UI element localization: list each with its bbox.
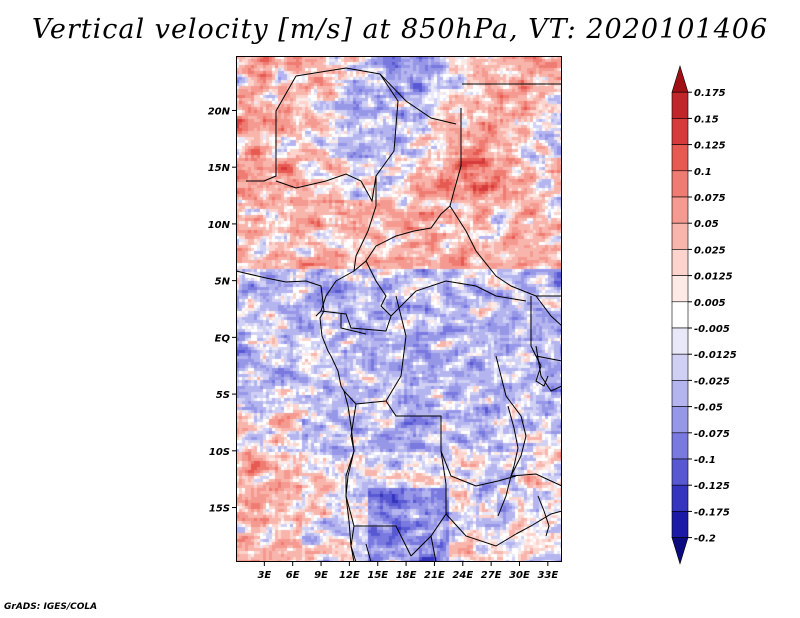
- colorbar-swatch: [671, 406, 689, 434]
- x-tick-label: 21E: [424, 570, 445, 581]
- colorbar-swatch: [671, 380, 689, 407]
- colorbar-label: -0.025: [694, 376, 730, 387]
- country-borders: [236, 67, 562, 562]
- x-tick-label: 6E: [286, 570, 300, 581]
- x-tick-label: 24E: [452, 570, 473, 581]
- border-line: [335, 108, 462, 282]
- colorbar-label: 0.075: [694, 193, 726, 204]
- colorbar-label: -0.1: [694, 455, 716, 466]
- x-tick-label: 30E: [509, 570, 530, 581]
- map-plot-area: [236, 56, 562, 562]
- border-line: [385, 400, 517, 487]
- border-line: [390, 280, 527, 317]
- colorbar-swatch: [671, 170, 689, 198]
- colorbar-label: -0.125: [694, 481, 730, 492]
- colorbar: 0.175 0.15 0.125 0.1 0.075 0.05 0.025 0.0125 0.0…: [671, 64, 737, 565]
- border-line: [275, 73, 399, 203]
- grads-credit: GrADS: IGES/COLA: [4, 602, 98, 612]
- border-line: [343, 295, 407, 405]
- y-tick-label: 15N: [208, 163, 231, 174]
- lake-outline: [537, 495, 550, 537]
- x-tick-label: 3E: [257, 570, 271, 581]
- colorbar-swatch: [671, 301, 689, 329]
- y-tick-label: 10S: [209, 447, 230, 458]
- colorbar-swatch: [671, 327, 689, 355]
- colorbar-label: -0.0125: [694, 350, 737, 361]
- y-tick-label: 20N: [208, 106, 231, 117]
- colorbar-swatch: [671, 91, 689, 119]
- colorbar-label: 0.0125: [694, 272, 733, 283]
- border-line: [430, 535, 437, 562]
- x-tick-label: 12E: [339, 570, 360, 581]
- border-line: [345, 403, 357, 562]
- coastline: [236, 270, 355, 562]
- colorbar-label: 0.005: [694, 298, 726, 309]
- colorbar-swatch: [671, 144, 689, 172]
- colorbar-bottom-arrow: [671, 537, 689, 565]
- x-tick-label: 18E: [396, 570, 417, 581]
- chart-title: Vertical velocity [m/s] at 850hPa, VT: 2…: [31, 14, 769, 45]
- colorbar-label: 0.15: [694, 114, 719, 125]
- border-line: [246, 75, 297, 182]
- border-line: [365, 543, 372, 562]
- y-tick-label: 5N: [215, 277, 231, 288]
- x-tick-label: 33E: [537, 570, 558, 581]
- border-line: [495, 355, 527, 517]
- colorbar-swatch: [671, 353, 689, 381]
- colorbar-label: 0.05: [694, 219, 719, 230]
- border-line: [340, 314, 367, 335]
- lake-outline: [535, 355, 549, 387]
- colorbar-label: 0.025: [694, 245, 726, 256]
- border-line: [354, 525, 412, 557]
- colorbar-label: -0.05: [694, 403, 723, 414]
- colorbar-label: 0.125: [694, 141, 726, 152]
- lake-outline: [507, 405, 519, 477]
- colorbar-swatch: [671, 458, 689, 486]
- y-tick-label: EQ: [215, 333, 231, 344]
- colorbar-label: -0.175: [694, 507, 730, 518]
- border-line: [535, 295, 562, 327]
- colorbar-swatch: [671, 432, 689, 460]
- colorbar-swatch: [671, 196, 689, 224]
- colorbar-swatch: [671, 511, 689, 538]
- colorbar-label: -0.2: [694, 534, 716, 545]
- colorbar-swatch: [671, 484, 689, 512]
- border-line: [295, 67, 457, 125]
- colorbar-swatch: [671, 222, 689, 250]
- colorbar-swatch: [671, 275, 689, 303]
- border-line: [353, 176, 377, 272]
- colorbar-label: 0.1: [694, 167, 712, 178]
- y-tick-label: 5S: [216, 390, 230, 401]
- colorbar-swatch: [671, 249, 689, 276]
- border-line: [445, 513, 517, 547]
- border-line: [530, 296, 562, 362]
- colorbar-label: -0.075: [694, 429, 730, 440]
- y-tick-label: 10N: [208, 220, 231, 231]
- x-tick-label: 15E: [367, 570, 388, 581]
- colorbar-label: -0.005: [694, 324, 730, 335]
- x-axis: 3E 6E 9E 12E 15E 18E 21E 24E 27E 30E 33E: [257, 562, 558, 581]
- x-tick-label: 27E: [481, 570, 502, 581]
- colorbar-top-arrow: [671, 64, 689, 93]
- y-axis: 20N 15N 10N 5N EQ 5S 10S 15S: [208, 106, 236, 515]
- x-tick-label: 9E: [314, 570, 328, 581]
- y-tick-label: 15S: [209, 504, 230, 515]
- border-line: [510, 473, 562, 487]
- border-line: [515, 510, 562, 535]
- colorbar-swatch: [671, 118, 689, 145]
- border-line: [365, 260, 392, 317]
- colorbar-label: 0.175: [694, 88, 726, 99]
- border-line: [320, 310, 392, 332]
- plot-frame: [236, 56, 562, 562]
